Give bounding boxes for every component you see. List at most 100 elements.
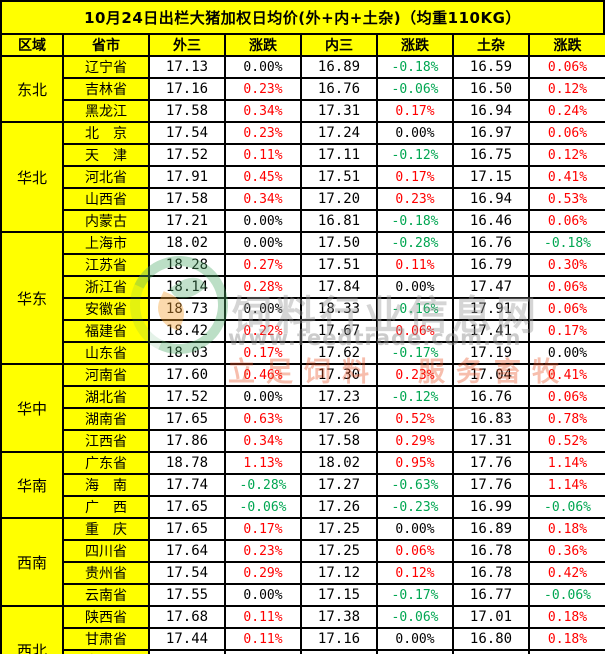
- col-header-region: 区域: [0, 33, 64, 57]
- change-cell: 0.00%: [224, 385, 302, 409]
- price-cell: 17.31: [452, 429, 530, 453]
- price-cell: 16.50: [452, 77, 530, 101]
- price-cell: 17.55: [148, 583, 226, 607]
- province-row: 华东 上海市 18.02 0.00% 17.50 -0.28% 16.76 -0.18%: [0, 231, 605, 365]
- change-cell: 0.41%: [528, 363, 605, 387]
- price-cell: 17.27: [300, 649, 378, 654]
- price-cell: 16.94: [452, 99, 530, 123]
- province-row: 四川省 17.64 0.23% 17.25 0.06% 16.78 0.36%: [1, 539, 605, 563]
- price-cell: 16.59: [452, 55, 530, 79]
- table-body: 东北 辽宁省 17.13 0.00% 16.89 -0.18% 16.59 0.06% 吉林省 1…: [0, 55, 605, 654]
- price-cell: 17.64: [148, 539, 226, 563]
- change-cell: 0.23%: [224, 121, 302, 145]
- change-cell: 0.63%: [224, 407, 302, 431]
- change-cell: 0.00%: [376, 275, 454, 299]
- change-cell: -0.12%: [376, 385, 454, 409]
- price-cell: 17.58: [148, 99, 226, 123]
- price-cell: 16.46: [452, 209, 530, 233]
- price-cell: 16.79: [452, 253, 530, 277]
- price-cell: 17.01: [452, 605, 530, 629]
- price-cell: 16.78: [452, 539, 530, 563]
- change-cell: 0.00%: [224, 55, 302, 79]
- province-row: 东北 辽宁省 17.13 0.00% 16.89 -0.18% 16.59 0.06%: [0, 55, 605, 123]
- province-cell: 福建省: [62, 319, 150, 343]
- change-cell: -0.12%: [376, 143, 454, 167]
- price-cell: 16.76: [300, 77, 378, 101]
- region-cell: 西北: [0, 605, 64, 654]
- region-cell: 西南: [0, 517, 64, 607]
- price-cell: 17.56: [148, 649, 226, 654]
- price-cell: 17.50: [300, 231, 378, 255]
- price-cell: 17.91: [452, 297, 530, 321]
- change-cell: 1.14%: [528, 473, 605, 497]
- price-cell: 17.04: [452, 363, 530, 387]
- change-cell: 0.06%: [528, 385, 605, 409]
- province-cell: 宁 夏: [62, 649, 150, 654]
- change-cell: 1.13%: [224, 451, 302, 475]
- change-cell: -0.06%: [528, 495, 605, 519]
- province-cell: 黑龙江: [62, 99, 150, 123]
- change-cell: 0.18%: [528, 517, 605, 541]
- price-cell: 16.80: [452, 627, 530, 651]
- change-cell: 0.28%: [224, 275, 302, 299]
- change-cell: 0.23%: [376, 363, 454, 387]
- province-row: 江苏省 18.28 0.27% 17.51 0.11% 16.79 0.30%: [1, 253, 605, 277]
- province-row: 海 南 17.74 -0.28% 17.27 -0.63% 17.76 1.14%: [1, 473, 605, 497]
- province-cell: 广东省: [62, 451, 150, 475]
- province-row: 湖北省 17.52 0.00% 17.23 -0.12% 16.76 0.06%: [1, 385, 605, 409]
- change-cell: -0.17%: [376, 649, 454, 654]
- price-cell: 17.44: [148, 627, 226, 651]
- price-cell: 17.58: [300, 429, 378, 453]
- change-cell: 0.12%: [376, 561, 454, 585]
- province-cell: 广 西: [62, 495, 150, 519]
- province-row: 西南重 庆 17.65 0.17% 17.25 0.00% 16.89 0.18%: [0, 517, 605, 607]
- change-cell: 0.00%: [376, 517, 454, 541]
- change-cell: 0.29%: [224, 561, 302, 585]
- price-cell: 16.75: [452, 143, 530, 167]
- price-cell: 17.30: [300, 363, 378, 387]
- change-cell: 0.23%: [224, 77, 302, 101]
- price-cell: 17.26: [300, 407, 378, 431]
- col-header-change-3: 涨跌: [528, 33, 605, 57]
- change-cell: -0.16%: [376, 297, 454, 321]
- change-cell: 0.06%: [376, 319, 454, 343]
- price-cell: 18.02: [300, 451, 378, 475]
- price-cell: 17.47: [452, 275, 530, 299]
- price-cell: 17.24: [300, 121, 378, 145]
- change-cell: 0.06%: [528, 275, 605, 299]
- province-cell: 上海市: [62, 231, 150, 255]
- province-cell: 湖南省: [62, 407, 150, 431]
- change-cell: 0.00%: [224, 209, 302, 233]
- change-cell: -0.06%: [528, 583, 605, 607]
- change-cell: 0.00%: [528, 649, 605, 654]
- col-header-province: 省市: [62, 33, 150, 57]
- change-cell: 0.06%: [224, 649, 302, 654]
- price-cell: 17.76: [452, 451, 530, 475]
- price-cell: 16.76: [452, 385, 530, 409]
- change-cell: -0.28%: [224, 473, 302, 497]
- price-cell: 17.20: [300, 187, 378, 211]
- price-cell: 17.76: [452, 473, 530, 497]
- change-cell: 0.11%: [376, 253, 454, 277]
- price-cell: 17.19: [452, 341, 530, 365]
- province-cell: 陕西省: [62, 605, 150, 629]
- price-cell: 16.99: [452, 495, 530, 519]
- price-cell: 18.42: [148, 319, 226, 343]
- change-cell: 0.11%: [224, 605, 302, 629]
- change-cell: -0.28%: [376, 231, 454, 255]
- price-table: 区域 省市 外三 涨跌 内三 涨跌 土杂 涨跌 东北 辽宁省 17.13 0.00% 1…: [0, 33, 605, 654]
- change-cell: 0.06%: [528, 121, 605, 145]
- change-cell: -0.18%: [376, 209, 454, 233]
- province-cell: 山西省: [62, 187, 150, 211]
- change-cell: 0.17%: [224, 517, 302, 541]
- change-cell: 0.00%: [376, 627, 454, 651]
- change-cell: 0.17%: [224, 341, 302, 365]
- province-cell: 辽宁省: [62, 55, 150, 79]
- change-cell: 1.14%: [528, 451, 605, 475]
- province-row: 安徽省 18.73 0.00% 18.33 -0.16% 17.91 0.06%: [1, 297, 605, 321]
- province-row: 浙江省 18.14 0.28% 17.84 0.00% 17.47 0.06%: [1, 275, 605, 299]
- province-row: 黑龙江 17.58 0.34% 17.31 0.17% 16.94 0.24%: [1, 99, 605, 123]
- province-cell: 江苏省: [62, 253, 150, 277]
- change-cell: 0.34%: [224, 187, 302, 211]
- price-cell: 16.77: [452, 583, 530, 607]
